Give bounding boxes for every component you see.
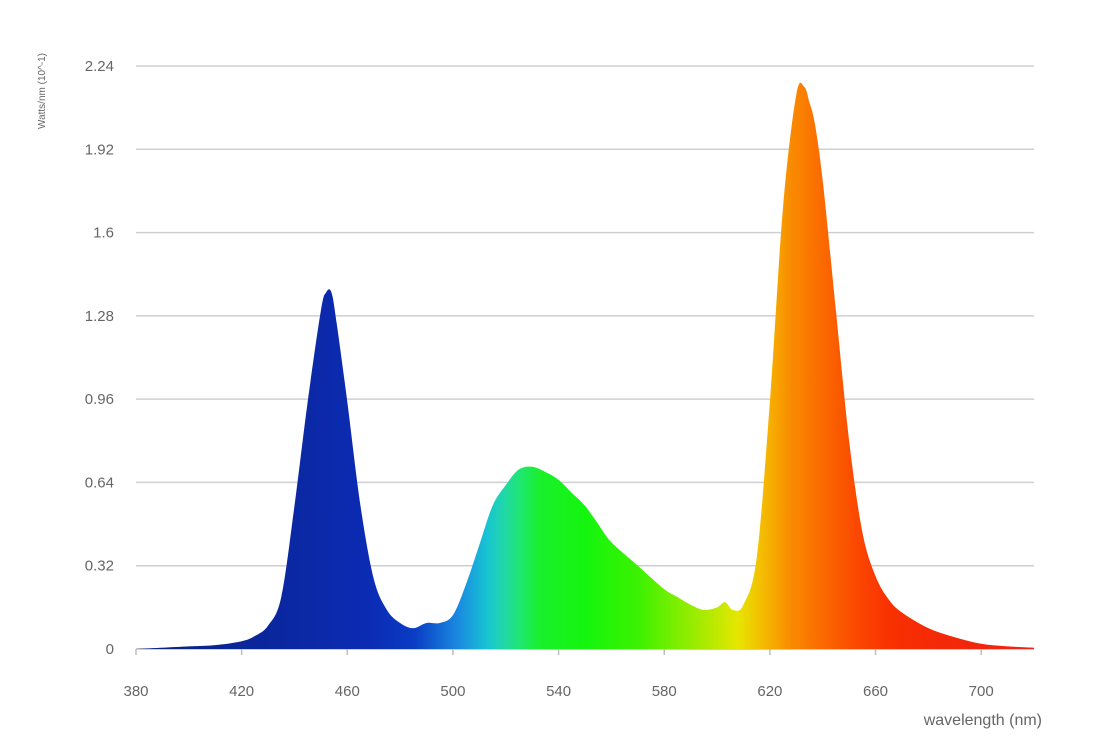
x-tick-label: 540: [546, 683, 571, 700]
x-tick-label: 420: [229, 683, 254, 700]
x-axis-ticks: 380 420 460 500 540 580 620 660 700: [123, 649, 994, 700]
y-tick-label: 0.32: [85, 558, 114, 575]
x-tick-label: 380: [123, 683, 148, 700]
x-tick-label: 700: [969, 683, 994, 700]
x-tick-label: 580: [652, 683, 677, 700]
gridlines: [136, 65, 1034, 650]
y-tick-label: 2.24: [85, 58, 114, 75]
x-tick-label: 620: [757, 683, 782, 700]
x-tick-label: 460: [335, 683, 360, 700]
y-axis-ticks: 0 0.32 0.64 0.96 1.28 1.6 1.92 2.24: [85, 58, 114, 658]
y-tick-label: 0.96: [85, 391, 114, 408]
spectrum-area: [136, 82, 1034, 649]
y-tick-label: 0.64: [85, 474, 114, 491]
y-tick-label: 1.6: [93, 225, 114, 242]
y-tick-label: 0: [106, 641, 114, 658]
y-axis-label: Watts/nm (10^-1): [37, 53, 48, 129]
spectrum-area-layer: [136, 82, 1034, 649]
x-axis-label: wavelength (nm): [923, 712, 1042, 729]
y-tick-label: 1.28: [85, 308, 114, 325]
y-tick-label: 1.92: [85, 141, 114, 158]
x-tick-label: 500: [440, 683, 465, 700]
x-tick-label: 660: [863, 683, 888, 700]
